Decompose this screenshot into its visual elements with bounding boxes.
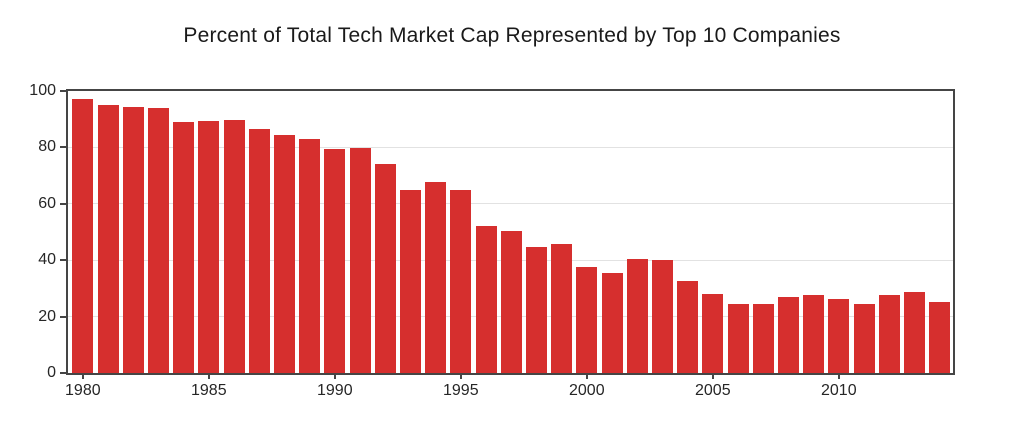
bar-1985 <box>198 121 220 373</box>
x-tick-mark-2010 <box>837 373 840 379</box>
bar-2004 <box>677 280 699 373</box>
x-tick-mark-2000 <box>585 373 588 379</box>
bar-1995 <box>450 190 472 373</box>
x-tick-label-1990: 1990 <box>317 382 353 399</box>
y-tick-label-100: 100 <box>29 82 56 99</box>
bar-2001 <box>601 273 623 373</box>
y-tick-label-40: 40 <box>38 251 56 269</box>
bar-2008 <box>777 296 799 373</box>
y-tick-mark-100 <box>60 90 66 92</box>
x-tick-mark-1980 <box>81 373 84 379</box>
bar-2000 <box>576 266 598 373</box>
y-tick-mark-0 <box>60 372 66 374</box>
bar-1984 <box>173 122 195 373</box>
gridline-60 <box>68 203 953 205</box>
bar-1981 <box>97 104 119 373</box>
bar-2003 <box>651 259 673 373</box>
x-tick-mark-1995 <box>459 373 462 379</box>
bar-1982 <box>122 106 144 373</box>
bar-1993 <box>399 189 421 373</box>
bar-1991 <box>349 148 371 373</box>
bar-2013 <box>903 291 925 373</box>
y-tick-label-60: 60 <box>38 194 56 212</box>
bar-1980 <box>72 98 94 373</box>
y-tick-mark-60 <box>60 202 66 205</box>
bar-2005 <box>702 294 724 373</box>
bar-2002 <box>626 259 648 373</box>
x-tick-label-1985: 1985 <box>191 382 227 399</box>
bar-2011 <box>853 303 875 373</box>
bar-1983 <box>147 107 169 373</box>
y-tick-label-80: 80 <box>38 138 56 156</box>
x-tick-label-2000: 2000 <box>569 382 605 399</box>
bar-1992 <box>374 164 396 373</box>
bar-2012 <box>878 294 900 373</box>
plot-area: 0 20 40 60 80 100 1980 1985 1990 1995 2000 2005 2010 <box>29 83 955 399</box>
y-tick-mark-80 <box>60 146 66 149</box>
x-tick-mark-1990 <box>333 373 336 379</box>
bar-1988 <box>273 134 295 373</box>
x-tick-label-1980: 1980 <box>65 382 101 399</box>
x-tick-label-2010: 2010 <box>821 382 857 399</box>
bar-1994 <box>425 181 447 373</box>
bar-1997 <box>500 230 522 373</box>
gridline-80 <box>68 146 953 148</box>
bar-2014 <box>929 301 951 373</box>
x-tick-label-2005: 2005 <box>695 382 731 399</box>
x-tick-mark-1985 <box>207 373 210 379</box>
x-tick-label-1995: 1995 <box>443 382 479 399</box>
bar-2007 <box>752 304 774 373</box>
chart-title: Percent of Total Tech Market Cap Represe… <box>183 24 841 47</box>
bar-1986 <box>223 120 245 373</box>
x-tick-mark-2005 <box>711 373 714 379</box>
bar-1999 <box>551 243 573 373</box>
y-tick-label-0: 0 <box>47 364 56 381</box>
bar-1990 <box>324 149 346 373</box>
y-tick-mark-20 <box>60 315 66 318</box>
bar-1989 <box>299 138 321 373</box>
bar-2009 <box>803 294 825 373</box>
y-tick-mark-40 <box>60 259 66 262</box>
y-tick-label-20: 20 <box>38 307 56 325</box>
bar-1998 <box>525 246 547 373</box>
bar-2006 <box>727 304 749 373</box>
bar-1987 <box>248 128 270 373</box>
bar-1996 <box>475 226 497 373</box>
bar-2010 <box>828 298 850 373</box>
